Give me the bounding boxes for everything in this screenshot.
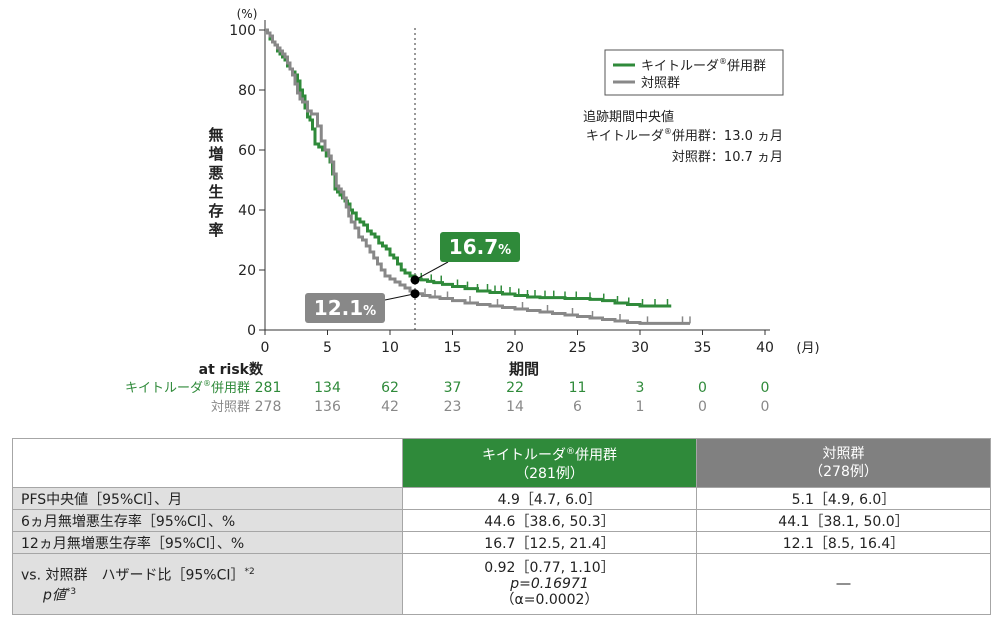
at-risk-value-1: 6 [573, 399, 582, 415]
cell-keytruda: 44.6［38.6, 50.3］ [402, 509, 697, 532]
table-header-blank [12, 438, 403, 488]
table-row: PFS中央値［95%CI］、月 4.9［4.7, 6.0］ 5.1［4.9, 6… [12, 487, 991, 510]
at-risk-value-1: 0 [698, 399, 707, 415]
at-risk-value-0: 134 [314, 380, 341, 396]
at-risk-value-1: 0 [761, 399, 770, 415]
row-label: PFS中央値［95%CI］、月 [12, 487, 403, 510]
pvalue-label: p値 [43, 587, 66, 604]
x-tick-label: 40 [756, 340, 774, 356]
at-risk-value-0: 62 [381, 380, 399, 396]
at-risk-value-0: 0 [698, 380, 707, 396]
at-risk-value-0: 37 [444, 380, 462, 396]
x-tick-label: 15 [444, 340, 462, 356]
at-risk-value-1: 278 [255, 399, 282, 415]
callout-label-0: 16.7% [449, 235, 511, 259]
cell-keytruda: 16.7［12.5, 21.4］ [402, 531, 697, 554]
pvalue-sup: *3 [65, 587, 77, 597]
at-risk-value-1: 42 [381, 399, 399, 415]
x-tick-label: 0 [261, 340, 270, 356]
row-label: 12ヵ月無増悪生存率［95%CI］、% [12, 531, 403, 554]
cell-keytruda-hazard: 0.92［0.77, 1.10］ p=0.16971 （α=0.0002） [402, 553, 697, 615]
alpha-value: （α=0.0002） [500, 592, 599, 608]
x-tick-label: 20 [506, 340, 524, 356]
row-label-hazard: vs. 対照群 ハザード比［95%CI］*2 p値*3 [12, 553, 403, 615]
y-tick-label: 20 [238, 263, 256, 279]
callout-box-1 [305, 293, 385, 323]
table-header-row: キイトルーダ®併用群 （281例） 対照群 （278例） [12, 438, 991, 488]
cell-control: 5.1［4.9, 6.0］ [696, 487, 991, 510]
callout-leader-0 [414, 261, 449, 281]
hazard-sup: *2 [244, 567, 255, 578]
row-label: 6ヵ月無増悪生存率［95%CI］、% [12, 509, 403, 532]
legend-label-0: キイトルーダ®併用群 [641, 57, 766, 74]
cell-control: 12.1［8.5, 16.4］ [696, 531, 991, 554]
y-tick-label: 40 [238, 203, 256, 219]
at-risk-value-1: 136 [314, 399, 341, 415]
table-header-control: 対照群 （278例） [696, 438, 991, 488]
x-tick-label: 25 [569, 340, 587, 356]
callout-point-1 [410, 289, 420, 299]
pvalue-value: p=0.16971 [510, 576, 589, 592]
x-tick-label: 5 [323, 340, 332, 356]
y-unit-label: (%) [237, 7, 258, 21]
y-tick-label: 0 [247, 323, 256, 339]
callout-box-0 [440, 232, 520, 262]
at-risk-value-1: 23 [444, 399, 462, 415]
y-tick-label: 100 [229, 23, 256, 39]
x-tick-label: 10 [381, 340, 399, 356]
callout-point-0 [410, 275, 420, 285]
y-tick-label: 60 [238, 143, 256, 159]
median-note-line2: 対照群：10.7 ヵ月 [672, 150, 783, 165]
table-row: 12ヵ月無増悪生存率［95%CI］、% 16.7［12.5, 21.4］ 12.… [12, 531, 991, 554]
curve-series-0 [265, 28, 672, 308]
table-header-keytruda: キイトルーダ®併用群 （281例） [402, 438, 697, 488]
y-tick-label: 80 [238, 83, 256, 99]
at-risk-value-0: 3 [636, 380, 645, 396]
median-note-line1: キイトルーダ®併用群：13.0 ヵ月 [586, 127, 783, 144]
callout-label-1: 12.1% [314, 296, 376, 320]
hazard-value: 0.92［0.77, 1.10］ [484, 560, 615, 576]
header-g-name: キイトルーダ [482, 447, 566, 464]
cell-control-hazard: ― [696, 553, 991, 615]
callout-leader-1 [384, 293, 416, 301]
at-risk-value-0: 22 [506, 380, 524, 396]
header-g-count: （281例） [515, 465, 584, 482]
curve-series-1 [265, 28, 690, 325]
at-risk-value-0: 281 [255, 380, 282, 396]
x-axis-title: 期間 [509, 360, 539, 378]
pfs-summary-table: キイトルーダ®併用群 （281例） 対照群 （278例） PFS中央値［95%C… [12, 438, 991, 615]
at-risk-title: at risk数 [199, 361, 264, 378]
header-c-name: 対照群 [822, 446, 865, 462]
at-risk-value-0: 11 [569, 380, 587, 396]
at-risk-label-0: キイトルーダ®併用群 [125, 379, 250, 396]
hazard-label: vs. 対照群 ハザード比［95%CI］ [21, 568, 245, 584]
at-risk-value-0: 0 [761, 380, 770, 396]
median-note-title: 追跡期間中央値 [583, 109, 674, 125]
x-unit-label: (月) [796, 341, 819, 356]
cell-keytruda: 4.9［4.7, 6.0］ [402, 487, 697, 510]
header-g-reg: ® [566, 447, 575, 458]
header-g-rest: 併用群 [575, 447, 617, 464]
y-axis-title: 無増悪生存率 [208, 126, 223, 239]
at-risk-value-1: 14 [506, 399, 524, 415]
header-c-count: （278例） [809, 464, 878, 480]
at-risk-value-1: 1 [636, 399, 645, 415]
at-risk-label-1: 対照群 [211, 400, 250, 415]
legend-label-1: 対照群 [641, 76, 680, 91]
legend-box [604, 49, 784, 96]
table-row: 6ヵ月無増悪生存率［95%CI］、% 44.6［38.6, 50.3］ 44.1… [12, 509, 991, 532]
table-row-hazard: vs. 対照群 ハザード比［95%CI］*2 p値*3 0.92［0.77, 1… [12, 553, 991, 615]
x-tick-label: 30 [631, 340, 649, 356]
cell-control: 44.1［38.1, 50.0］ [696, 509, 991, 532]
x-tick-label: 35 [694, 340, 712, 356]
